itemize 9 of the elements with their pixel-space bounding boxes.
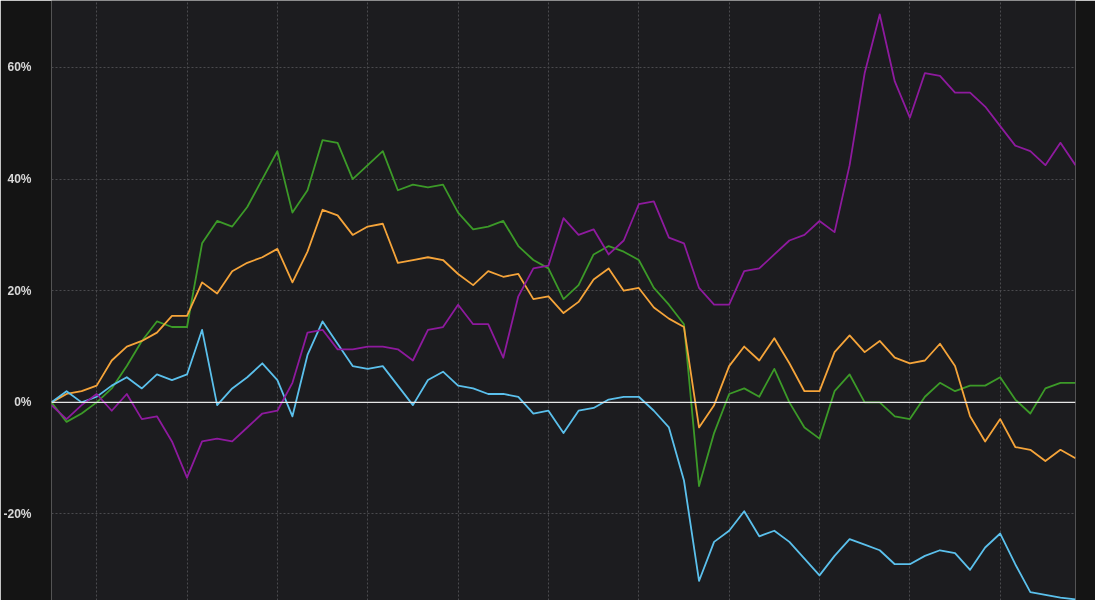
- line-series: [51, 139, 1076, 487]
- line-series: [51, 208, 1076, 462]
- y-tick-label: 40%: [7, 172, 32, 187]
- y-tick-label: 60%: [7, 60, 32, 75]
- y-tick-label: -20%: [3, 506, 32, 521]
- line-series: [51, 320, 1076, 600]
- line-series: [51, 13, 1076, 479]
- y-tick-label: 20%: [7, 283, 32, 298]
- y-tick-label: 0%: [14, 395, 32, 410]
